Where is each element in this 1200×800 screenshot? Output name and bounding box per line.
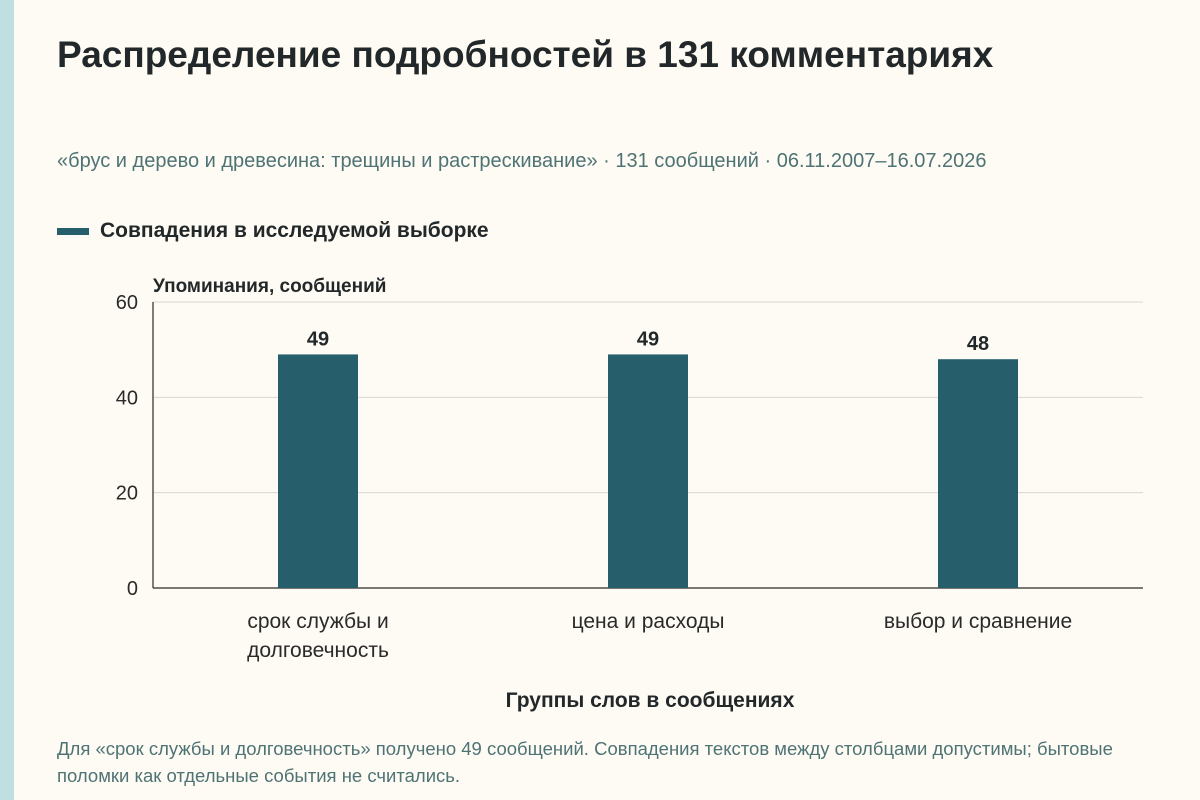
x-tick-label: долговечность bbox=[247, 639, 389, 662]
y-tick-label: 40 bbox=[116, 387, 138, 409]
chart-subtitle: «брус и дерево и древесина: трещины и ра… bbox=[57, 150, 987, 172]
legend-label: Совпадения в исследуемой выборке bbox=[100, 219, 489, 242]
bar bbox=[938, 359, 1018, 588]
bar-value-label: 49 bbox=[307, 328, 329, 350]
x-tick-label: цена и расходы bbox=[572, 610, 725, 633]
y-axis-label: Упоминания, сообщений bbox=[153, 276, 386, 297]
chart-title: Распределение подробностей в 131 коммент… bbox=[57, 34, 994, 75]
legend-swatch bbox=[57, 227, 89, 235]
accent-strip bbox=[0, 0, 14, 800]
x-tick-label: выбор и сравнение bbox=[884, 610, 1072, 633]
x-tick-label: срок службы и bbox=[247, 610, 388, 633]
y-tick-label: 20 bbox=[116, 483, 138, 505]
footnote: Для «срок службы и долговечность» получе… bbox=[57, 738, 1113, 786]
bar-chart: 0 20 40 60 Упоминания, сообщений 49 срок служб… bbox=[116, 276, 1143, 712]
bar bbox=[278, 354, 358, 588]
legend: Совпадения в исследуемой выборке bbox=[57, 219, 489, 243]
bar bbox=[608, 354, 688, 588]
bar-value-label: 49 bbox=[637, 328, 659, 350]
x-axis-label: Группы слов в сообщениях bbox=[506, 689, 795, 712]
bar-value-label: 48 bbox=[967, 333, 989, 355]
y-tick-label: 0 bbox=[127, 578, 138, 600]
y-tick-label: 60 bbox=[116, 292, 138, 314]
